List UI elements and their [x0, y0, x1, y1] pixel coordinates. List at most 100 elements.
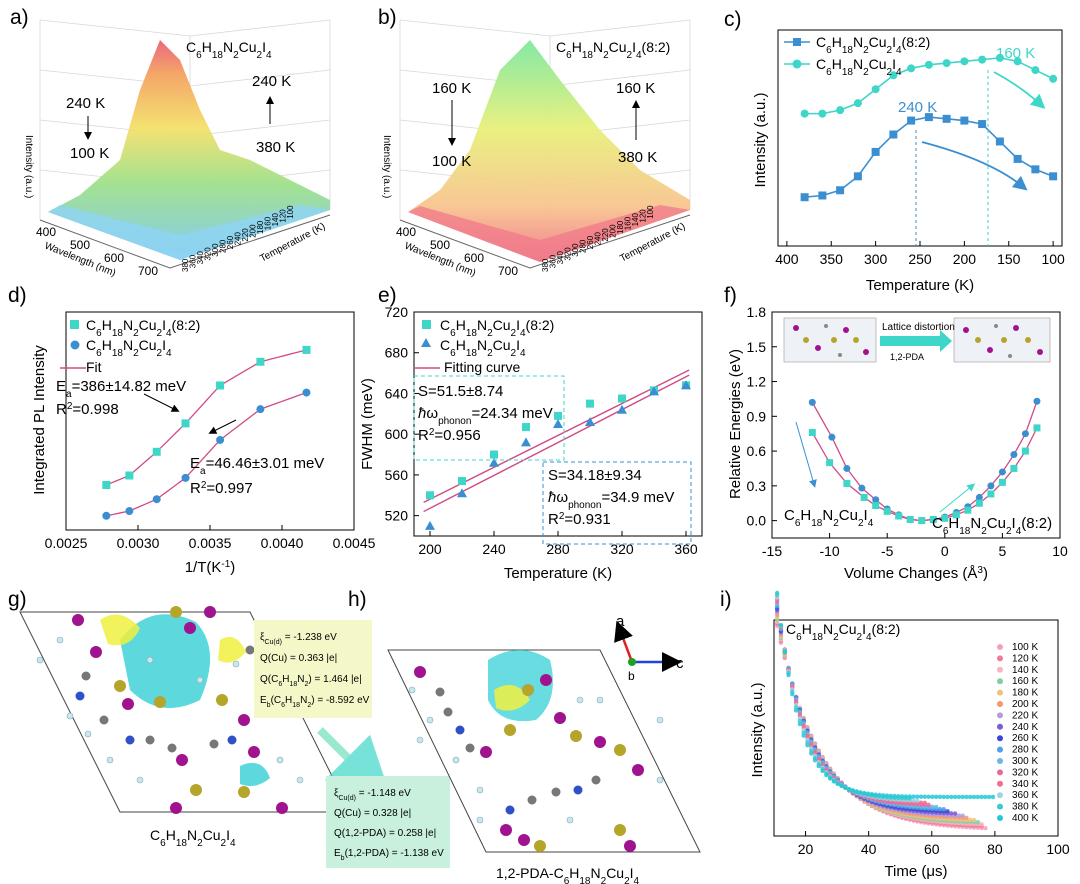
c-legend-mixed: C6H18N2Cu2I4(8:2)	[816, 34, 930, 56]
panel-c-chart: Temperature (K) Intensity (a.u.) 400 350 3…	[752, 29, 1065, 294]
i-point	[960, 794, 965, 800]
atom-Cu	[238, 786, 250, 798]
i-legend-marker	[997, 758, 1003, 764]
i-legend-label: 360 K	[1012, 790, 1038, 801]
atom-C	[145, 735, 155, 745]
g-eb: Eb(C6H18N2) = -8.592 eV	[260, 695, 370, 709]
d-ann-r2: R2=0.997	[190, 480, 253, 498]
f-point	[918, 517, 926, 525]
c-arrow-cyan	[993, 71, 1046, 109]
e-ann-r1: R2=0.956	[418, 427, 481, 445]
i-point	[805, 743, 810, 748]
i-point	[926, 802, 931, 808]
i-point	[968, 817, 973, 823]
e-ann-r2: R2=0.931	[548, 511, 611, 529]
b-temp-ticks: 3803603403203002802602402202001801601401…	[541, 205, 655, 272]
i-point	[786, 672, 791, 678]
atom-N	[75, 691, 85, 701]
f-point	[941, 514, 949, 522]
d-point	[256, 405, 265, 414]
atom-I	[554, 712, 566, 724]
f-point	[860, 493, 868, 501]
y-tick-label: 520	[385, 508, 409, 524]
x-tick-label: 0.0030	[117, 535, 160, 551]
i-point	[918, 800, 924, 805]
atom-C	[465, 743, 475, 753]
f-inset-label-2: 1,2-PDA	[890, 352, 924, 362]
e-legend: C6H18N2Cu2I4(8:2) C6H18N2Cu2I4 Fitting c…	[414, 317, 554, 375]
a-temp-tick: 360	[189, 254, 198, 268]
b-x-tick: 600	[464, 251, 484, 265]
x-tick-label: 0.0040	[261, 535, 304, 551]
i-point	[922, 794, 928, 799]
i-legend-marker	[997, 655, 1003, 662]
g-qcu: Q(Cu) = 0.363 |e|	[260, 653, 337, 664]
atom-H	[296, 776, 304, 784]
c-point	[960, 116, 969, 125]
h-eb: Eb(1,2-PDA) = -1.138 eV	[334, 848, 444, 862]
e-xlabel: Temperature (K)	[504, 565, 612, 582]
atom-Cu	[522, 684, 534, 696]
c-point	[978, 120, 987, 129]
d-ann-ea2: Ea=46.46±3.01 meV	[190, 455, 324, 477]
panel-label-a: a)	[10, 6, 29, 29]
c-point	[818, 191, 827, 200]
x-tick-label: 0.0045	[333, 535, 376, 551]
x-tick-label: 0.0025	[45, 535, 88, 551]
f-point	[858, 484, 866, 492]
i-point	[949, 794, 954, 800]
d-ann-r1: R2=0.998	[56, 401, 119, 419]
i-point	[979, 794, 984, 800]
f-point	[929, 515, 937, 523]
f-point	[1021, 430, 1029, 438]
h-axis-c: c	[676, 655, 684, 672]
i-frame	[773, 619, 1059, 837]
f-ylabel: Relative Energies (eV)	[727, 349, 744, 499]
f-point	[975, 499, 983, 507]
i-legend-marker	[997, 689, 1003, 696]
atom-C	[81, 671, 91, 681]
i-point	[880, 793, 886, 798]
atom-I	[624, 840, 636, 852]
panel-label-g: g)	[8, 588, 27, 611]
i-point	[835, 781, 840, 787]
atom-H	[476, 786, 484, 794]
d-legend-pure: C6H18N2Cu2I4	[86, 337, 172, 359]
e-point	[521, 437, 531, 447]
x-tick-label: 10	[1052, 543, 1068, 559]
c-xlabel: Temperature (K)	[866, 277, 974, 294]
panel-label-c: c)	[724, 8, 742, 31]
c-ann-160: 160 K	[996, 45, 1035, 62]
a-zlabel: Intensity (a.u.)	[23, 135, 34, 198]
i-legend-label: 320 K	[1012, 767, 1038, 778]
i-legend-marker	[997, 780, 1003, 787]
b-temp-tick: 340	[556, 251, 565, 265]
a-temp-tick: 160	[264, 216, 273, 230]
i-legend-marker	[997, 769, 1003, 776]
e-point	[489, 457, 499, 467]
b-temp-tick: 240	[594, 232, 603, 246]
e-point	[522, 423, 530, 432]
atom-H	[56, 636, 64, 644]
atom-H	[66, 712, 74, 720]
atom-N	[125, 735, 135, 745]
i-point	[937, 794, 943, 800]
atom-I	[72, 614, 84, 626]
c-point	[871, 147, 880, 156]
d-point	[302, 388, 311, 397]
f-point	[1033, 397, 1041, 405]
c-point	[1031, 66, 1040, 75]
y-tick-label: 600	[385, 426, 409, 442]
e-point	[490, 450, 498, 459]
i-legend-label: 120 K	[1012, 653, 1038, 664]
i-point	[899, 794, 905, 799]
panel-label-h: h)	[348, 588, 367, 611]
i-point	[983, 825, 988, 831]
atom-I	[414, 666, 426, 678]
x-tick-label: 20	[798, 841, 814, 857]
i-legend-marker	[997, 701, 1003, 707]
b-label-100K: 100 K	[432, 153, 471, 170]
c-ylabel: Intensity (a.u.)	[752, 92, 769, 187]
c-point	[924, 60, 933, 69]
